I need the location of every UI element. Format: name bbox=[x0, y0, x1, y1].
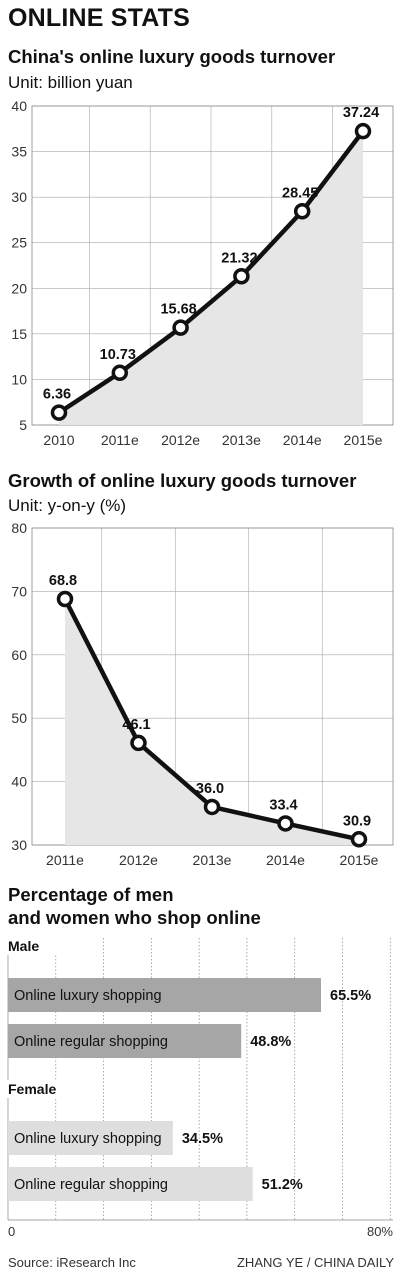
turnover-data-point bbox=[50, 404, 68, 421]
group-label-bg bbox=[7, 937, 67, 955]
turnover-ytick-label: 35 bbox=[11, 144, 27, 160]
growth-data-label: 68.8 bbox=[49, 573, 77, 589]
growth-xtick-label: 2013e bbox=[193, 852, 232, 868]
turnover-ytick-label: 10 bbox=[11, 371, 27, 387]
growth-data-label: 36.0 bbox=[196, 781, 224, 797]
bar bbox=[8, 1167, 253, 1201]
turnover-xtick-label: 2011e bbox=[101, 432, 139, 448]
chart3-title-line2: and women who shop online bbox=[8, 907, 261, 928]
turnover-data-point bbox=[354, 122, 372, 140]
bar-category-label: Online luxury shopping bbox=[14, 1131, 162, 1147]
turnover-ytick-label: 40 bbox=[11, 98, 27, 114]
group-label-bg bbox=[7, 1080, 67, 1098]
bar bbox=[8, 978, 321, 1012]
turnover-xtick-label: 2014e bbox=[283, 432, 322, 448]
bar-value-label: 65.5% bbox=[330, 988, 371, 1004]
growth-data-label: 46.1 bbox=[122, 717, 150, 733]
turnover-data-label: 28.45 bbox=[282, 185, 318, 201]
chart1-unit: Unit: billion yuan bbox=[8, 73, 133, 92]
turnover-area bbox=[59, 131, 363, 425]
growth-ytick-label: 80 bbox=[11, 520, 27, 536]
turnover-ytick-label: 15 bbox=[11, 326, 27, 342]
turnover-data-label: 37.24 bbox=[343, 105, 379, 121]
turnover-xtick-label: 2015e bbox=[344, 432, 383, 448]
turnover-data-point bbox=[172, 319, 189, 336]
bar-category-label: Online regular shopping bbox=[14, 1177, 168, 1193]
growth-data-point bbox=[277, 815, 294, 832]
chart1-title: China's online luxury goods turnover bbox=[8, 46, 336, 67]
bar bbox=[8, 1024, 242, 1058]
turnover-ytick-label: 25 bbox=[11, 235, 27, 251]
turnover-ytick-label: 30 bbox=[11, 189, 27, 205]
group-label: Female bbox=[8, 1081, 56, 1097]
credit-note: ZHANG YE / CHINA DAILY bbox=[236, 1255, 394, 1270]
chart2-unit: Unit: y-on-y (%) bbox=[8, 496, 127, 515]
growth-data-point bbox=[203, 798, 221, 816]
turnover-data-point bbox=[111, 364, 129, 382]
chart3-title-line1: Percentage of men bbox=[8, 884, 174, 905]
bar-xtick-label: 80% bbox=[367, 1224, 393, 1239]
growth-data-point bbox=[56, 590, 74, 608]
turnover-ytick-label: 5 bbox=[19, 417, 27, 433]
bar-value-label: 48.8% bbox=[250, 1034, 291, 1050]
growth-ytick-label: 30 bbox=[11, 837, 27, 853]
group-label: Male bbox=[8, 938, 39, 954]
growth-xtick-label: 2014e bbox=[266, 852, 305, 868]
bar-category-label: Online regular shopping bbox=[14, 1034, 168, 1050]
growth-data-point bbox=[350, 831, 368, 848]
growth-xtick-label: 2011e bbox=[46, 852, 84, 868]
turnover-data-point bbox=[293, 203, 311, 220]
turnover-data-label: 6.36 bbox=[43, 387, 71, 403]
growth-data-label: 30.9 bbox=[343, 813, 371, 829]
bar-xtick-label: 0 bbox=[8, 1224, 15, 1239]
turnover-data-point bbox=[233, 268, 250, 285]
growth-data-point bbox=[130, 734, 147, 752]
bar-value-label: 51.2% bbox=[262, 1177, 303, 1193]
turnover-xtick-label: 2013e bbox=[222, 432, 261, 448]
growth-ytick-label: 70 bbox=[11, 583, 27, 599]
turnover-data-label: 15.68 bbox=[160, 302, 196, 318]
turnover-xtick-label: 2010 bbox=[43, 432, 74, 448]
source-note: Source: iResearch Inc bbox=[8, 1255, 136, 1270]
bar bbox=[8, 1121, 173, 1155]
growth-area bbox=[65, 599, 359, 845]
turnover-xtick-label: 2012e bbox=[161, 432, 200, 448]
turnover-series-line bbox=[57, 129, 365, 415]
turnover-data-label: 21.32 bbox=[221, 250, 257, 266]
growth-xtick-label: 2015e bbox=[340, 852, 379, 868]
growth-ytick-label: 60 bbox=[11, 647, 27, 663]
bar-category-label: Online luxury shopping bbox=[14, 988, 162, 1004]
chart2-title: Growth of online luxury goods turnover bbox=[8, 470, 357, 491]
turnover-ytick-label: 20 bbox=[11, 280, 27, 296]
turnover-data-label: 10.73 bbox=[100, 347, 136, 363]
growth-ytick-label: 50 bbox=[11, 710, 27, 726]
growth-ytick-label: 40 bbox=[11, 774, 27, 790]
growth-xtick-label: 2012e bbox=[119, 852, 158, 868]
bar-value-label: 34.5% bbox=[182, 1131, 223, 1147]
growth-data-label: 33.4 bbox=[269, 797, 297, 813]
page-title: ONLINE STATS bbox=[8, 4, 191, 32]
